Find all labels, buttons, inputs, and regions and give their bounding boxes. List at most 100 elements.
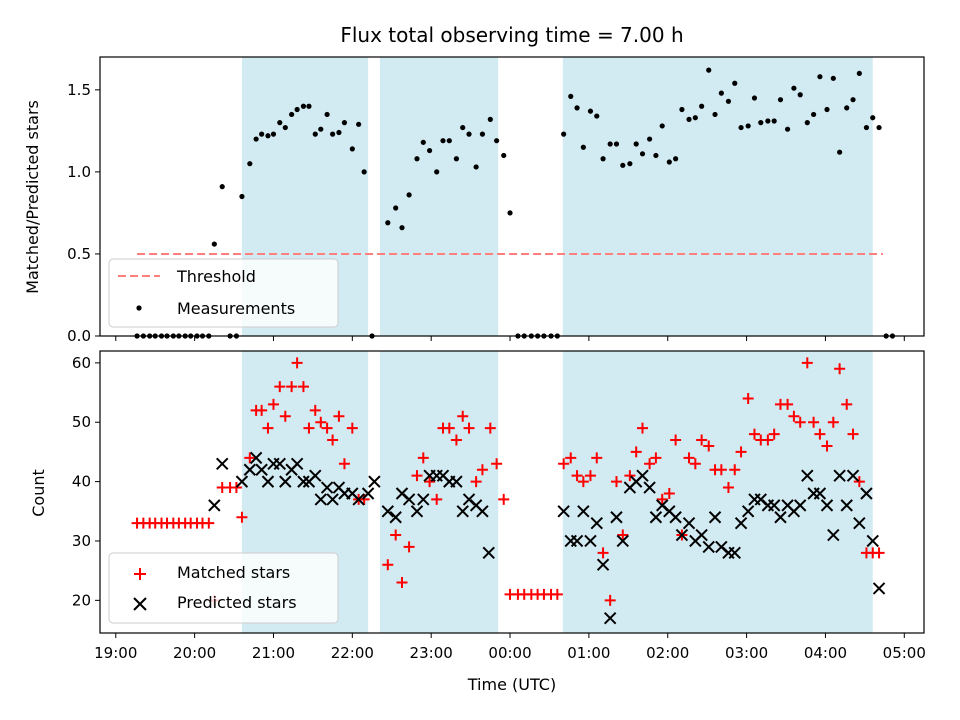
matched-stars-point (821, 440, 833, 452)
measurements-point (561, 131, 567, 137)
measurements-point (414, 156, 420, 162)
ratio-panel-shading (241, 57, 873, 336)
matched-stars-point (604, 594, 616, 606)
measurements-point (580, 144, 586, 150)
measurements-point (393, 205, 399, 211)
measurements-point (385, 220, 391, 226)
count-panel-ticks: 20 30 40 50 60 19:00 20:00 21:00 22:00 23:00 00:00… (72, 354, 926, 662)
measurements-point (501, 152, 507, 159)
matched-stars-point (315, 416, 327, 428)
predicted-stars-point (235, 475, 249, 488)
predicted-stars-point (866, 534, 879, 548)
matched-stars-point (748, 428, 760, 440)
count-legend: Matched stars Predicted stars (108, 552, 339, 624)
matched-stars-point (768, 428, 780, 440)
predicted-stars-point (682, 516, 696, 530)
predicted-stars-point (853, 516, 866, 530)
x-tick-label: 05:00 (883, 644, 926, 662)
predicted-stars-point (636, 469, 649, 482)
measurements-point (306, 103, 312, 109)
measurements-point (420, 139, 426, 145)
matched-stars-point (321, 422, 333, 434)
predicted-stars-point (643, 481, 656, 494)
measurements-point (282, 124, 288, 131)
predicted-stars-point (320, 481, 334, 494)
measurements-point (607, 141, 613, 147)
measurements-point (653, 152, 659, 159)
matched-stars-point (735, 446, 747, 458)
matched-stars-point (338, 458, 350, 470)
x-tick-label: 22:00 (331, 644, 374, 662)
measurements-point (446, 138, 452, 144)
count-legend-box (108, 552, 339, 624)
predicted-stars-point (456, 505, 469, 518)
matched-stars-point (236, 511, 248, 523)
matched-stars-point (262, 422, 274, 434)
predicted-stars-point (482, 546, 495, 560)
measurements-point (791, 85, 797, 91)
measurements-point (361, 169, 367, 175)
count-y-tick-label: 60 (72, 354, 91, 372)
matched-stars-point (267, 398, 279, 410)
matched-stars-point (470, 476, 482, 488)
matched-stars-point (794, 416, 806, 428)
measurements-point (666, 159, 672, 165)
legend-predicted-swatch (133, 597, 147, 611)
measurements-point (830, 75, 836, 81)
measurements-point (574, 105, 580, 111)
measurements-point (277, 120, 283, 126)
matched-stars-point (584, 470, 596, 482)
matched-stars-point (630, 446, 642, 458)
matched-stars-point (808, 416, 820, 428)
matched-stars-point (303, 422, 315, 434)
measurements-point (817, 74, 823, 80)
measurements-point (406, 192, 412, 198)
measurements-point (646, 136, 653, 142)
measurements-point (706, 67, 712, 73)
ratio-y-tick-label: 1.0 (67, 163, 91, 181)
matched-stars-point (443, 422, 455, 434)
measurements-point (620, 162, 626, 168)
matched-stars-point (637, 422, 648, 434)
legend-measurements-swatch (136, 305, 142, 311)
matched-stars-point (203, 517, 215, 529)
predicted-stars-point (833, 469, 846, 482)
count-y-tick-label: 30 (72, 532, 91, 550)
measurements-point (289, 111, 295, 118)
matched-stars-point (476, 464, 488, 476)
measurements-point (253, 136, 259, 142)
count-y-tick-label: 40 (72, 473, 91, 491)
predicted-stars-point (381, 505, 395, 518)
predicted-stars-point (402, 493, 416, 506)
measurements-point (686, 116, 692, 122)
matched-stars-point (670, 434, 682, 446)
matched-stars-point (683, 452, 695, 464)
predicted-stars-point (450, 475, 463, 488)
matched-stars-point (274, 381, 286, 393)
predicted-stars-point (827, 528, 840, 542)
predicted-stars-point (389, 511, 402, 524)
measurements-point (318, 126, 324, 132)
matched-stars-point (565, 452, 577, 464)
measurements-point (797, 92, 803, 98)
chart-title: Flux total observing time = 7.00 h (340, 23, 683, 47)
matched-stars-point (333, 410, 345, 422)
measurements-point (804, 120, 810, 126)
predicted-stars-point (669, 511, 682, 524)
measurements-point (738, 124, 744, 131)
matched-stars-point (396, 577, 408, 589)
ratio-panel-ticks: 0.0 0.5 1.0 1.5 (67, 81, 905, 345)
matched-stars-point (491, 458, 503, 470)
matched-stars-point (703, 440, 715, 452)
measurements-point (751, 95, 758, 101)
measurements-point (758, 120, 764, 126)
matched-stars-point (814, 428, 826, 440)
ratio-panel: 0.0 0.5 1.0 1.5 Matched/Predicted stars Thr… (23, 56, 925, 345)
measurements-point (850, 97, 856, 103)
matched-stars-point (417, 452, 429, 464)
measurements-point (856, 70, 862, 77)
measurements-point (725, 98, 732, 104)
x-tick-label: 19:00 (94, 644, 137, 662)
ratio-ylabel: Matched/Predicted stars (23, 100, 42, 294)
